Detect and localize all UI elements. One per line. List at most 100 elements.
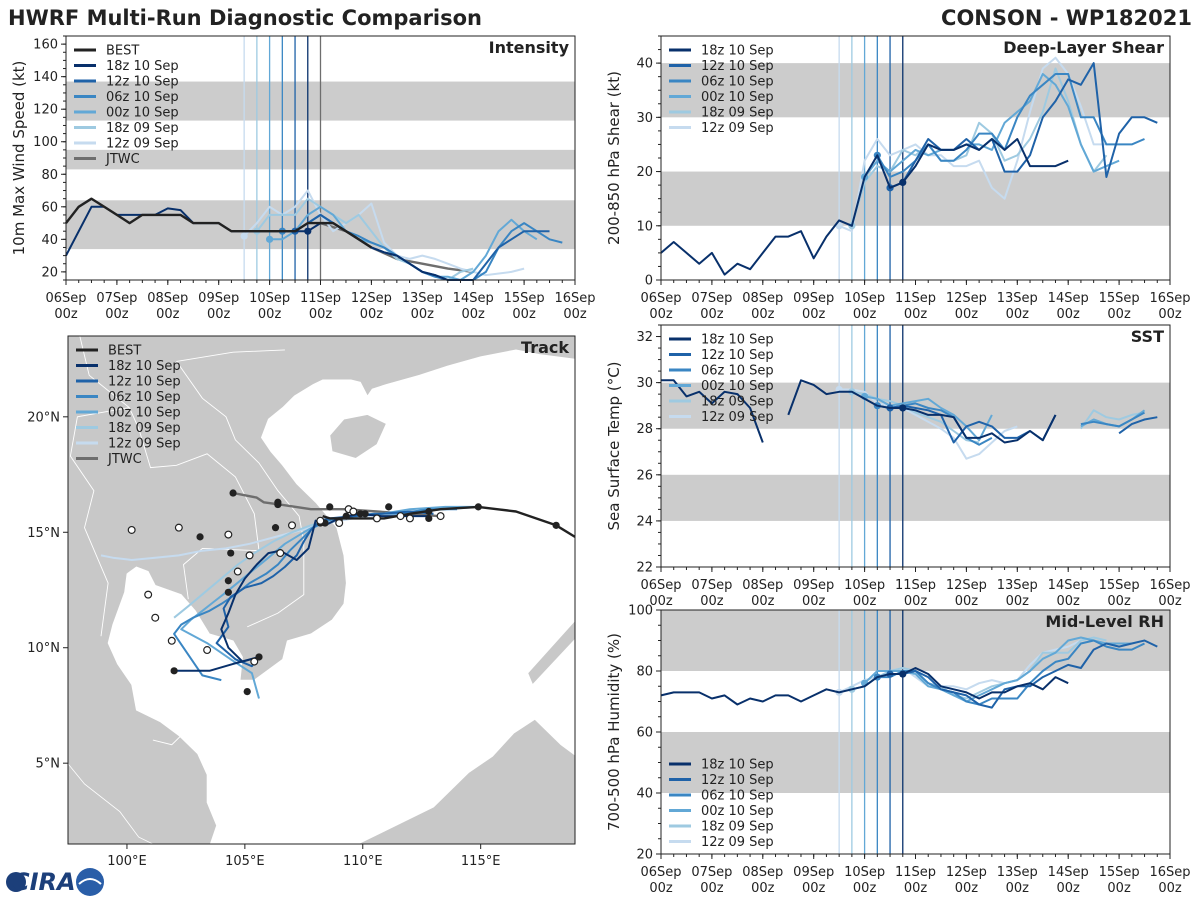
- track-point-open: [276, 549, 285, 558]
- track-border-3: [69, 407, 130, 637]
- track-legend-label-00z-10-sep: 00z 10 Sep: [108, 406, 181, 421]
- sst-ytick-label-22: 22: [636, 561, 653, 576]
- intensity-ytick-label-60: 60: [41, 200, 58, 215]
- track-point-open: [127, 525, 136, 534]
- shear-legend-label-12z-10-sep: 12z 10 Sep: [701, 59, 774, 74]
- track-point-filled-18z-10-sep: [224, 588, 232, 596]
- track-panel: 100°E 105°E 110°E 115°E 5°N 10°N 15°N 20°N Track…: [27, 335, 576, 869]
- sst-xtick-label-hour-6: 00z: [955, 594, 979, 609]
- intensity-xtick-label-hour-7: 00z: [411, 307, 435, 322]
- shear-series-00z-10-sep: [863, 73, 1120, 178]
- shear-panel: 01020304006Sep00z07Sep00z08Sep00z09Sep00…: [605, 35, 1191, 322]
- rh-xtick-label-hour-7: 00z: [1006, 881, 1030, 896]
- sst-title: SST: [1131, 327, 1164, 346]
- intensity-xtick-label-date-0: 06Sep: [45, 291, 86, 306]
- rh-xtick-label-hour-4: 00z: [853, 881, 877, 896]
- track-point-open: [396, 512, 405, 521]
- rh-xtick-label-hour-3: 00z: [802, 881, 826, 896]
- sst-xtick-label-date-4: 10Sep: [844, 578, 885, 593]
- track-point-filled-jtwc: [274, 498, 282, 506]
- rh-xtick-label-date-1: 07Sep: [691, 865, 732, 880]
- rh-ytick-label-20: 20: [636, 848, 653, 863]
- track-point-filled-18z-09-sep: [474, 503, 482, 511]
- intensity-legend-label-06z-10-sep: 06z 10 Sep: [106, 90, 179, 105]
- cira-logo-text: CIRA: [12, 868, 76, 896]
- shear-legend-label-12z-09-sep: 12z 09 Sep: [701, 121, 774, 136]
- track-legend-label-18z-09-sep: 18z 09 Sep: [108, 421, 181, 436]
- shear-xtick-label-date-9: 15Sep: [1099, 291, 1140, 306]
- intensity-ytick-label-80: 80: [41, 168, 58, 183]
- rh-series-18z-10-sep: [660, 667, 1069, 706]
- shear-xtick-label-hour-7: 00z: [1006, 307, 1030, 322]
- sst-xtick-label-hour-1: 00z: [700, 594, 724, 609]
- sst-xtick-label-hour-3: 00z: [802, 594, 826, 609]
- rh-xtick-label-hour-8: 00z: [1057, 881, 1081, 896]
- shear-xtick-label-date-6: 12Sep: [946, 291, 987, 306]
- shear-ytick-label-20: 20: [636, 165, 653, 180]
- track-point-filled-best: [425, 514, 433, 523]
- track-point-filled-18z-10-sep: [170, 667, 178, 675]
- shear-ytick-label-40: 40: [636, 57, 653, 72]
- shear-ytick-label-0: 0: [645, 274, 653, 289]
- sst-band-0: [661, 474, 1170, 521]
- track-title: Track: [521, 338, 569, 357]
- sst-ytick-label-30: 30: [636, 376, 653, 391]
- intensity-title: Intensity: [489, 38, 570, 57]
- rh-xtick-label-hour-10: 00z: [1158, 881, 1182, 896]
- shear-xtick-label-hour-10: 00z: [1158, 307, 1182, 322]
- intensity-ytick-label-160: 160: [33, 38, 58, 53]
- track-border-0: [176, 361, 305, 628]
- shear-xtick-label-hour-8: 00z: [1057, 307, 1081, 322]
- intensity-xtick-label-hour-8: 00z: [462, 307, 486, 322]
- track-legend-label-06z-10-sep: 06z 10 Sep: [108, 390, 181, 405]
- shear-series-12z-09-sep: [838, 56, 1107, 233]
- shear-xtick-label-hour-9: 00z: [1107, 307, 1131, 322]
- rh-ytick-label-40: 40: [636, 787, 653, 802]
- shear-xtick-label-date-3: 09Sep: [793, 291, 834, 306]
- shear-xtick-label-hour-4: 00z: [853, 307, 877, 322]
- track-point-open: [316, 516, 325, 525]
- rh-legend-label-12z-10-sep: 12z 10 Sep: [701, 773, 774, 788]
- track-legend-label-12z-09-sep: 12z 09 Sep: [108, 437, 181, 452]
- intensity-init-point-00z-10-sep: [266, 235, 274, 243]
- track-land-group: [68, 336, 575, 844]
- shear-xtick-label-date-4: 10Sep: [844, 291, 885, 306]
- track-point-open: [224, 530, 233, 539]
- intensity-xtick-label-date-3: 09Sep: [198, 291, 239, 306]
- rh-legend-label-18z-10-sep: 18z 10 Sep: [701, 758, 774, 773]
- intensity-xtick-label-date-9: 15Sep: [504, 291, 545, 306]
- cira-logo: CIRA: [6, 868, 104, 896]
- intensity-xtick-label-date-1: 07Sep: [96, 291, 137, 306]
- sst-xtick-label-date-6: 12Sep: [946, 578, 987, 593]
- figure-title-left: HWRF Multi-Run Diagnostic Comparison: [8, 6, 482, 30]
- intensity-init-point-18z-10-sep: [304, 227, 312, 235]
- rh-panel: 2040608010006Sep00z07Sep00z08Sep00z09Sep…: [605, 604, 1191, 897]
- track-point-open: [372, 514, 381, 523]
- track-point-filled-18z-10-sep: [255, 653, 263, 661]
- sst-xtick-label-date-8: 14Sep: [1048, 578, 1089, 593]
- sst-xtick-label-hour-0: 00z: [649, 594, 673, 609]
- intensity-panel: 2040608010012014016006Sep00z07Sep00z08Se…: [10, 35, 596, 322]
- track-point-open: [245, 551, 254, 560]
- sst-xtick-label-hour-8: 00z: [1057, 594, 1081, 609]
- shear-legend-label-06z-10-sep: 06z 10 Sep: [701, 75, 774, 90]
- track-border-1: [128, 407, 260, 600]
- intensity-xtick-label-hour-1: 00z: [105, 307, 129, 322]
- track-ytick-label-0: 5°N: [36, 757, 61, 772]
- track-lines-group: [100, 489, 575, 699]
- intensity-xtick-label-hour-3: 00z: [207, 307, 231, 322]
- track-point-filled-18z-10-sep: [271, 524, 280, 532]
- shear-ylabel: 200-850 hPa Shear (kt): [605, 71, 623, 245]
- intensity-xtick-label-hour-10: 00z: [563, 307, 587, 322]
- shear-xtick-label-date-2: 08Sep: [742, 291, 783, 306]
- shear-band-0: [661, 171, 1170, 226]
- intensity-ylabel: 10m Max Wind Speed (kt): [10, 61, 28, 256]
- cira-emblem-icon: [76, 868, 104, 896]
- rh-legend-label-12z-09-sep: 12z 09 Sep: [701, 835, 774, 850]
- sst-plot-area: [661, 325, 1170, 567]
- shear-xtick-label-date-5: 11Sep: [895, 291, 936, 306]
- track-xtick-label-3: 115°E: [461, 854, 501, 869]
- shear-series-06z-10-sep: [876, 73, 1145, 178]
- intensity-xtick-label-date-7: 13Sep: [402, 291, 443, 306]
